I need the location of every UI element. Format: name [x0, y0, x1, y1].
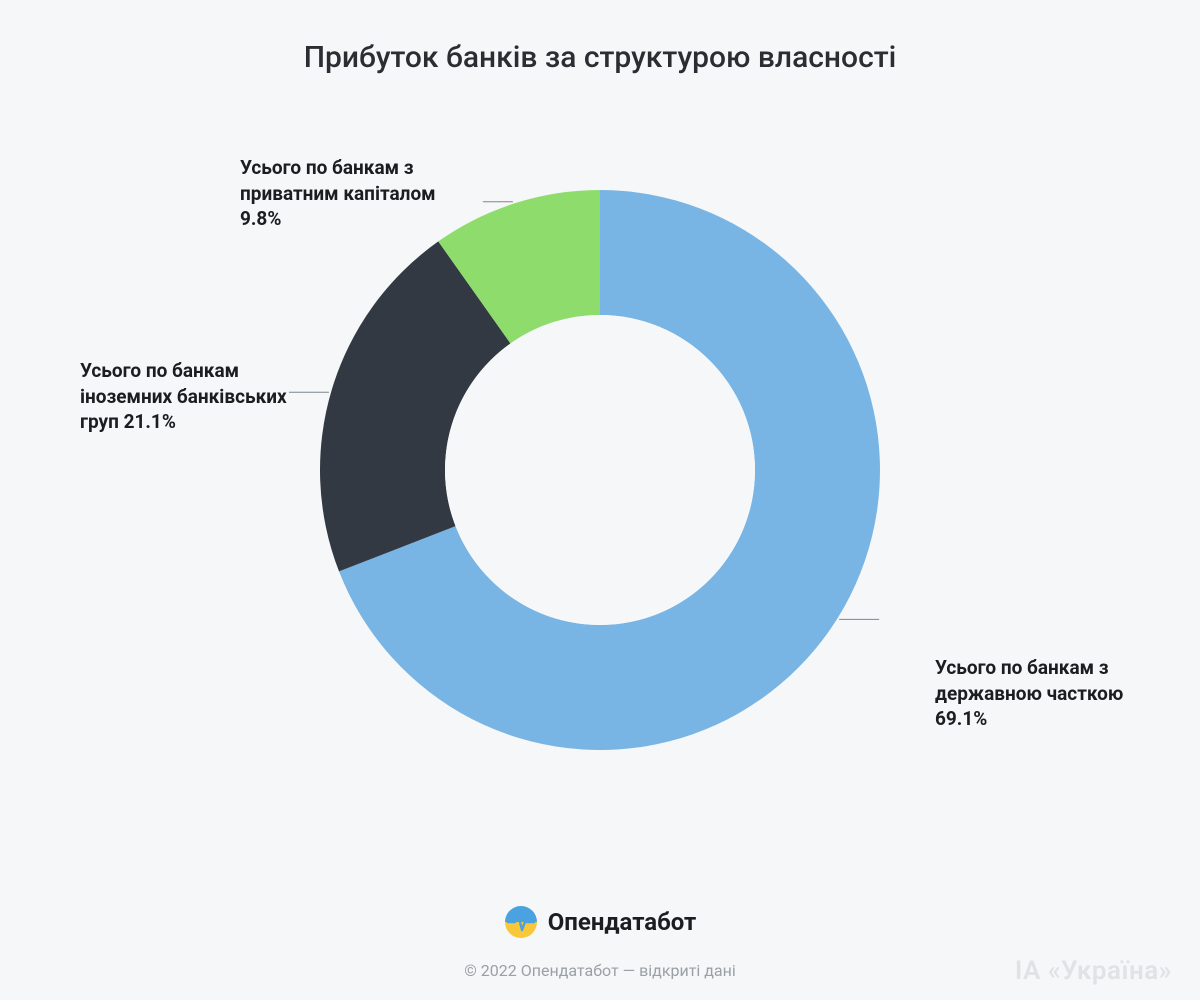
slice-label-2: Усього по банкам зприватним капіталом9.8… [240, 155, 436, 232]
slice-label-0: Усього по банкам здержавною часткою69.1% [935, 655, 1123, 732]
chart-title: Прибуток банків за структурою власності [0, 40, 1200, 75]
brand-logo-icon [504, 905, 538, 939]
watermark: ІА «Україна» [1015, 956, 1172, 986]
brand: Опендатабот [504, 905, 697, 939]
donut-chart [320, 190, 880, 750]
slice-label-1: Усього по банкаміноземних банківськихгру… [80, 358, 287, 435]
brand-name: Опендатабот [548, 908, 697, 936]
